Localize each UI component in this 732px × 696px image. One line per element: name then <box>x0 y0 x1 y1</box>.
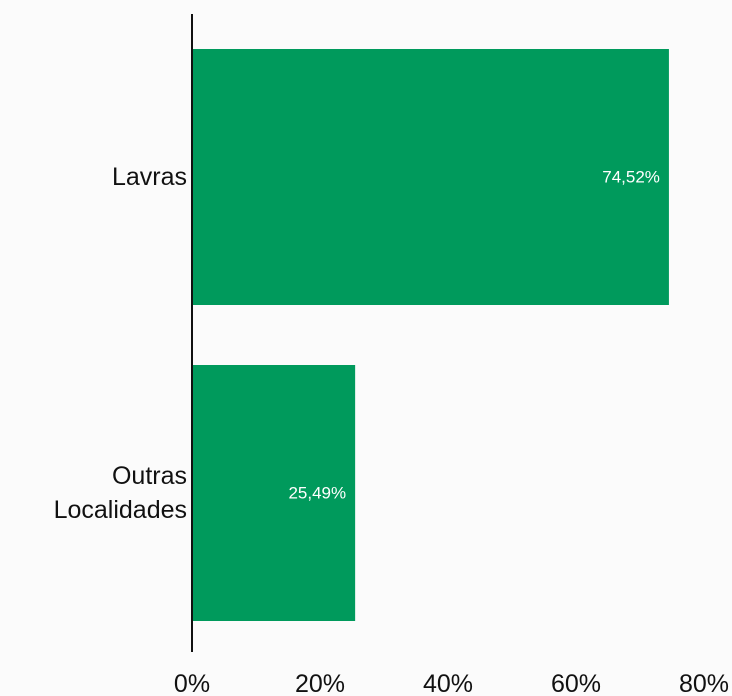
x-tick-label-0: 0% <box>174 670 210 696</box>
x-tick-label-40: 40% <box>423 670 473 696</box>
x-tick-label-80: 80% <box>679 670 729 696</box>
category-label-2: Outras Localidades <box>54 462 187 524</box>
bar-1 <box>192 49 669 305</box>
category-label-1: Lavras <box>112 163 187 191</box>
data-label-2: 25,49% <box>288 484 346 503</box>
x-tick-label-60: 60% <box>551 670 601 696</box>
x-tick-label-20: 20% <box>295 670 345 696</box>
bar-2 <box>192 365 356 621</box>
data-label-1: 74,52% <box>602 168 660 187</box>
